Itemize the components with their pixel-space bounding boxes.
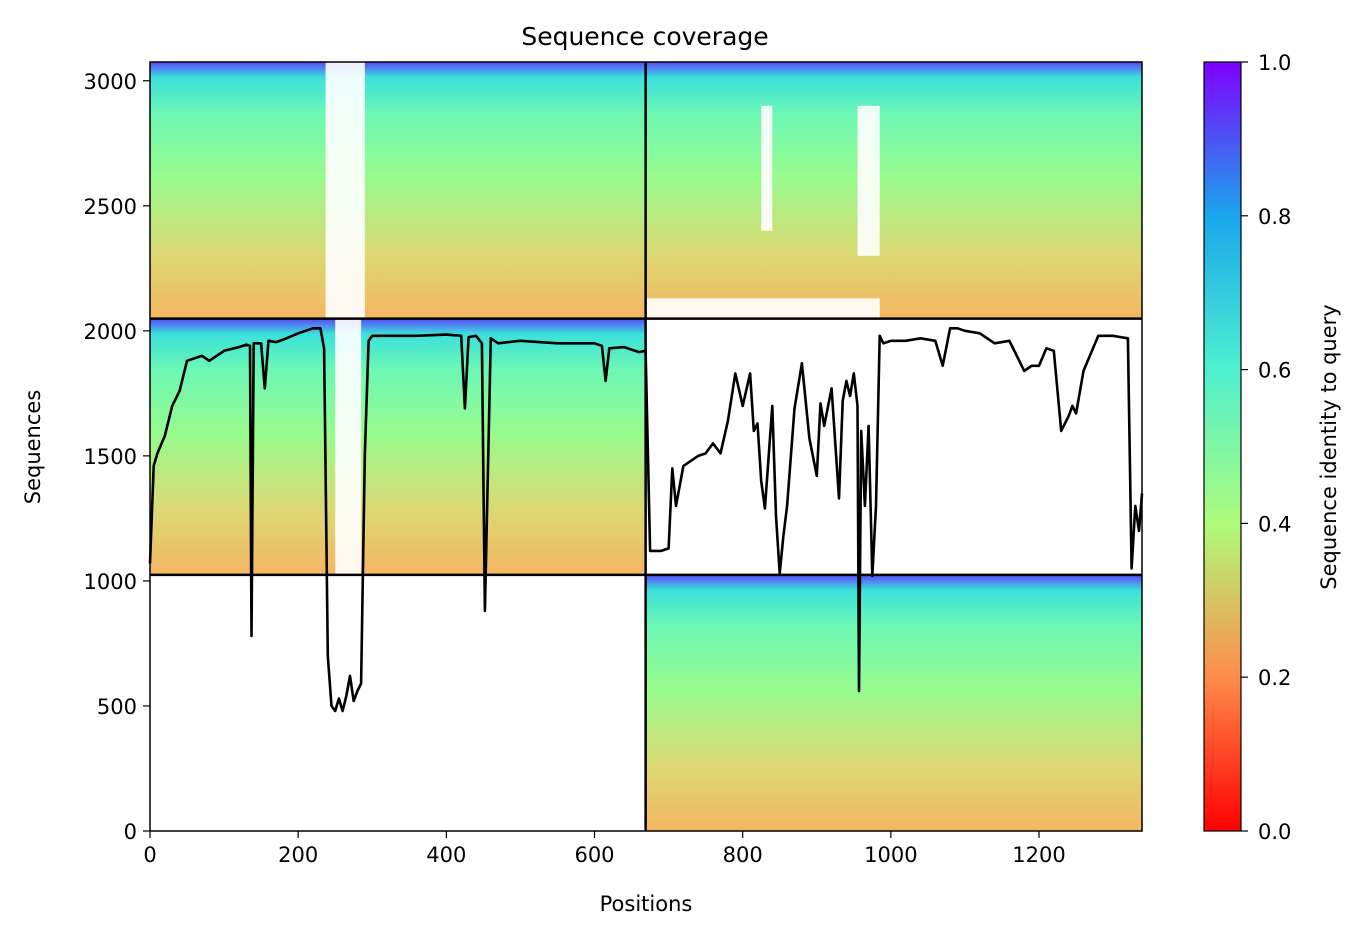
y-tick-label: 2000 [84, 320, 137, 344]
colorbar-tick-label: 1.0 [1258, 51, 1291, 75]
colorbar-tick-label: 0.6 [1258, 359, 1291, 383]
x-tick-label: 0 [143, 843, 156, 867]
chart-title: Sequence coverage [521, 22, 768, 51]
coverage-gap-2 [761, 105, 773, 231]
coverage-gap-1 [335, 318, 362, 575]
x-tick-label: 400 [426, 843, 466, 867]
colorbar-tick-label: 0.0 [1258, 820, 1291, 844]
x-tick-label: 1200 [1012, 843, 1065, 867]
colorbar-tick-label: 0.8 [1258, 205, 1291, 229]
coverage-gap-3 [857, 105, 880, 256]
msa-block-chain-B-only [645, 574, 1142, 831]
colorbar: 0.0 0.2 0.4 0.6 0.8 1.0 Sequence identity to … [1203, 51, 1341, 844]
y-tick-label: 1000 [84, 570, 137, 594]
colorbar-gradient [1203, 61, 1242, 832]
x-tick-label: 800 [723, 843, 763, 867]
colorbar-ticks: 0.0 0.2 0.4 0.6 0.8 1.0 [1241, 51, 1291, 844]
y-tick-label: 3000 [84, 70, 137, 94]
x-tick-label: 600 [574, 843, 614, 867]
msa-block-chain-A-only [150, 318, 646, 575]
coverage-line [148, 326, 1144, 713]
x-tick-label: 1000 [864, 843, 917, 867]
y-axis-label: Sequences [21, 390, 45, 505]
y-tick-label: 500 [97, 695, 137, 719]
coverage-gap-0 [325, 62, 365, 319]
msa-block-chain-A-chain-A [150, 62, 646, 319]
plot-area [148, 62, 1144, 831]
colorbar-tick-label: 0.4 [1258, 512, 1291, 536]
x-tick-label: 200 [278, 843, 318, 867]
y-axis: 0 500 1000 1500 2000 2500 3000 [84, 70, 150, 844]
msa-block-chain-A-chain-B [645, 62, 1142, 319]
plot-frame [149, 61, 1143, 832]
x-axis: 0 200 400 600 800 1000 1200 [143, 831, 1066, 867]
y-tick-label: 1500 [84, 445, 137, 469]
colorbar-tick-label: 0.2 [1258, 666, 1291, 690]
x-axis-label: Positions [600, 892, 693, 916]
colorbar-label: Sequence identity to query [1317, 304, 1341, 589]
y-tick-label: 2500 [84, 195, 137, 219]
coverage-gap-4 [645, 298, 880, 319]
y-tick-label: 0 [124, 820, 137, 844]
